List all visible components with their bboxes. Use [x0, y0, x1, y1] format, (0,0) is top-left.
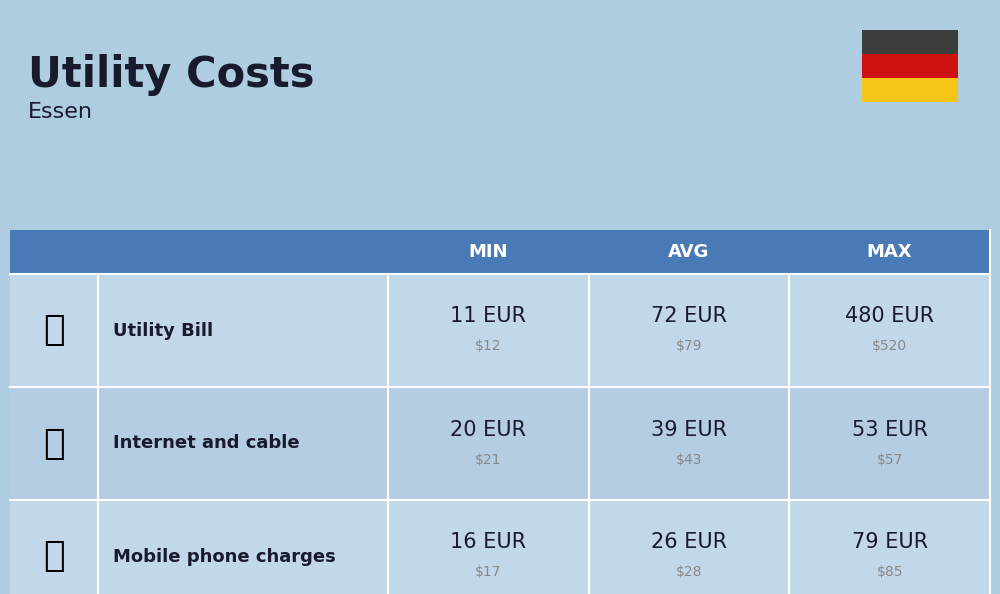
Text: 39 EUR: 39 EUR: [651, 419, 727, 440]
Text: 480 EUR: 480 EUR: [845, 307, 934, 327]
Text: $12: $12: [475, 340, 502, 353]
Text: $28: $28: [676, 565, 702, 580]
Text: $79: $79: [676, 340, 702, 353]
Bar: [862, 54, 958, 78]
Text: 72 EUR: 72 EUR: [651, 307, 727, 327]
Text: $21: $21: [475, 453, 502, 466]
Text: $43: $43: [676, 453, 702, 466]
Bar: [862, 30, 958, 54]
Text: $17: $17: [475, 565, 502, 580]
Text: Utility Bill: Utility Bill: [113, 321, 213, 340]
Text: Utility Costs: Utility Costs: [28, 54, 314, 96]
Text: 📱: 📱: [43, 539, 65, 573]
Text: $85: $85: [876, 565, 903, 580]
Text: 11 EUR: 11 EUR: [450, 307, 526, 327]
Text: Internet and cable: Internet and cable: [113, 434, 300, 453]
Text: $520: $520: [872, 340, 907, 353]
Text: $57: $57: [876, 453, 903, 466]
Text: 16 EUR: 16 EUR: [450, 532, 526, 552]
Text: 26 EUR: 26 EUR: [651, 532, 727, 552]
Bar: [10, 274, 990, 387]
Text: 🔧: 🔧: [43, 314, 65, 347]
Text: Essen: Essen: [28, 102, 93, 122]
Bar: [10, 230, 990, 274]
Bar: [10, 500, 990, 594]
Text: 79 EUR: 79 EUR: [852, 532, 928, 552]
Text: 20 EUR: 20 EUR: [450, 419, 526, 440]
Text: MIN: MIN: [469, 243, 508, 261]
Bar: [862, 78, 958, 102]
Text: 53 EUR: 53 EUR: [852, 419, 928, 440]
Text: Mobile phone charges: Mobile phone charges: [113, 548, 336, 565]
Text: MAX: MAX: [867, 243, 912, 261]
Text: AVG: AVG: [668, 243, 710, 261]
Text: 📶: 📶: [43, 426, 65, 460]
Bar: [10, 387, 990, 500]
